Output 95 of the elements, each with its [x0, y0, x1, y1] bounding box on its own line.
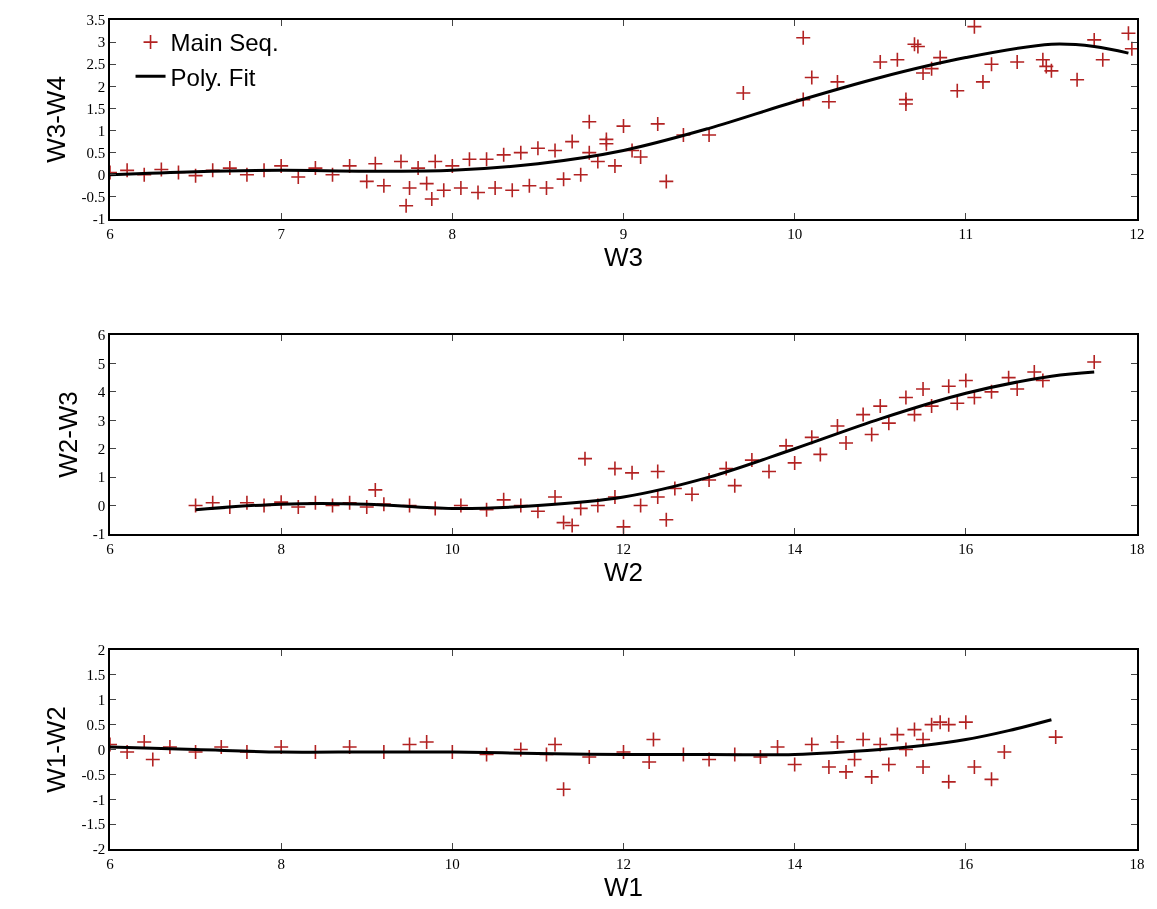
- point: [996, 744, 1013, 760]
- y-tick-label: 1: [97, 469, 106, 486]
- x-tick-label: 7: [277, 225, 286, 242]
- point: [213, 739, 230, 755]
- y-tick-label: 6: [97, 327, 106, 344]
- x-tick-label: 10: [444, 855, 460, 872]
- point: [547, 736, 563, 753]
- point: [1047, 729, 1064, 745]
- point: [119, 744, 135, 760]
- point: [863, 769, 880, 785]
- y-tick-label: -1: [92, 791, 106, 808]
- y-axis-title: W2-W3: [52, 391, 83, 478]
- y-tick-label: 2.5: [86, 56, 106, 73]
- y-tick-label: 2: [97, 440, 106, 457]
- y-tick-label: 0.5: [86, 144, 106, 161]
- point: [187, 744, 204, 760]
- point: [872, 736, 889, 753]
- point: [889, 726, 906, 743]
- point: [401, 736, 418, 753]
- point: [162, 739, 178, 755]
- y-tick-label: 0: [97, 167, 106, 183]
- point: [645, 731, 662, 748]
- x-axis-title: W1: [604, 871, 643, 902]
- point: [641, 754, 657, 770]
- legend-label: Main Seq.: [170, 29, 279, 57]
- point: [958, 714, 974, 730]
- line-series: [194, 370, 1096, 512]
- point: [846, 751, 863, 768]
- x-tick-label: 8: [277, 855, 285, 872]
- y-axis-title: W3-W4: [41, 76, 72, 163]
- x-tick-label: 16: [958, 540, 974, 557]
- y-tick-label: -0.5: [81, 189, 106, 206]
- point: [273, 739, 289, 755]
- point: [838, 764, 854, 780]
- x-tick-label: 9: [619, 225, 628, 242]
- point: [769, 739, 786, 755]
- point: [786, 756, 803, 773]
- x-tick-label: 14: [787, 540, 803, 557]
- x-tick-label: 10: [444, 540, 460, 557]
- point: [915, 759, 931, 775]
- point: [898, 741, 914, 758]
- point: [478, 746, 495, 763]
- y-tick-label: -2: [92, 841, 106, 858]
- point: [513, 741, 529, 758]
- point: [881, 756, 897, 773]
- point: [923, 716, 940, 733]
- point: [855, 731, 871, 748]
- y-tick-label: 3: [97, 412, 106, 429]
- y-tick-label: 2: [97, 78, 106, 95]
- x-tick-label: 8: [277, 540, 285, 557]
- point: [803, 736, 820, 753]
- y-tick-label: 0: [97, 741, 106, 758]
- y-tick-label: 4: [97, 384, 106, 401]
- point: [829, 734, 846, 750]
- x-tick-label: 18: [1129, 855, 1145, 872]
- x-axis-title: W2: [604, 556, 643, 587]
- x-tick-label: 16: [958, 855, 974, 872]
- point: [821, 759, 837, 775]
- point: [615, 744, 632, 760]
- x-tick-label: 18: [1129, 540, 1145, 557]
- y-tick-label: -1.5: [81, 816, 106, 833]
- point: [701, 751, 717, 768]
- x-tick-label: 12: [1129, 225, 1145, 242]
- y-tick-label: 2: [97, 642, 106, 659]
- point: [581, 749, 598, 765]
- y-tick-label: 1: [97, 122, 106, 139]
- y-tick-label: 1.5: [86, 667, 106, 684]
- y-tick-label: -0.5: [81, 766, 106, 783]
- y-tick-label: 1: [97, 692, 106, 709]
- point: [932, 714, 948, 730]
- point: [940, 716, 957, 733]
- y-axis-title: W1-W2: [41, 706, 72, 793]
- point: [940, 774, 957, 790]
- point: [144, 751, 161, 768]
- y-tick-label: 1.5: [86, 100, 106, 117]
- point: [983, 771, 1000, 788]
- y-tick-label: -1: [92, 526, 106, 543]
- y-tick-label: 0: [97, 497, 106, 514]
- x-tick-label: 8: [448, 225, 457, 242]
- x-tick-label: 12: [616, 540, 631, 557]
- x-tick-label: 10: [787, 225, 803, 242]
- legend-label: Poly. Fit: [170, 63, 256, 91]
- x-tick-label: 11: [958, 225, 974, 242]
- point: [555, 781, 572, 798]
- y-tick-label: 3.5: [86, 12, 106, 29]
- y-tick-label: 3: [97, 34, 106, 51]
- x-axis-title: W3: [604, 241, 643, 272]
- point: [752, 749, 769, 765]
- x-tick-label: 12: [616, 855, 631, 872]
- y-tick-label: 0.5: [86, 716, 106, 733]
- point: [966, 759, 983, 775]
- y-tick-label: 5: [97, 355, 106, 372]
- x-tick-label: 14: [787, 855, 803, 872]
- point: [418, 734, 435, 750]
- y-tick-label: -1: [92, 211, 106, 228]
